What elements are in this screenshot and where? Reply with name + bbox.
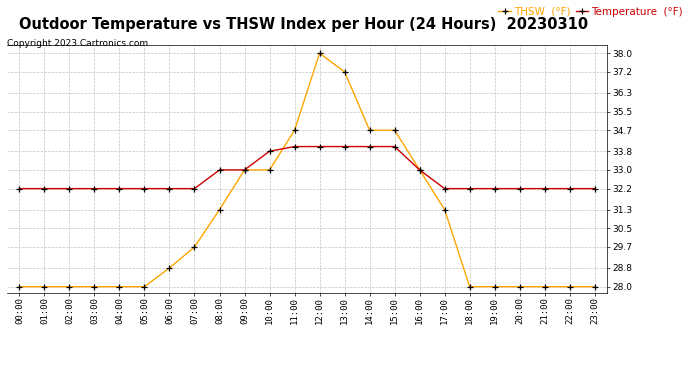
Temperature  (°F) bbox=[166, 186, 174, 191]
THSW  (°F) bbox=[266, 168, 274, 172]
Temperature  (°F) bbox=[440, 186, 449, 191]
THSW  (°F) bbox=[66, 284, 74, 289]
THSW  (°F) bbox=[515, 284, 524, 289]
Text: Copyright 2023 Cartronics.com: Copyright 2023 Cartronics.com bbox=[7, 39, 148, 48]
THSW  (°F) bbox=[415, 168, 424, 172]
THSW  (°F) bbox=[240, 168, 248, 172]
Temperature  (°F) bbox=[90, 186, 99, 191]
THSW  (°F) bbox=[315, 51, 324, 56]
Temperature  (°F) bbox=[190, 186, 199, 191]
Temperature  (°F) bbox=[240, 168, 248, 172]
THSW  (°F) bbox=[440, 207, 449, 212]
THSW  (°F) bbox=[115, 284, 124, 289]
Temperature  (°F) bbox=[290, 144, 299, 149]
THSW  (°F) bbox=[591, 284, 599, 289]
THSW  (°F) bbox=[15, 284, 23, 289]
Temperature  (°F) bbox=[366, 144, 374, 149]
THSW  (°F) bbox=[40, 284, 48, 289]
THSW  (°F) bbox=[540, 284, 549, 289]
Temperature  (°F) bbox=[266, 149, 274, 153]
Temperature  (°F) bbox=[591, 186, 599, 191]
Temperature  (°F) bbox=[215, 168, 224, 172]
THSW  (°F) bbox=[491, 284, 499, 289]
THSW  (°F) bbox=[190, 245, 199, 249]
THSW  (°F) bbox=[466, 284, 474, 289]
Temperature  (°F) bbox=[140, 186, 148, 191]
Legend: THSW  (°F), Temperature  (°F): THSW (°F), Temperature (°F) bbox=[498, 7, 683, 17]
Line: THSW  (°F): THSW (°F) bbox=[17, 50, 598, 290]
Temperature  (°F) bbox=[115, 186, 124, 191]
THSW  (°F) bbox=[566, 284, 574, 289]
Temperature  (°F) bbox=[315, 144, 324, 149]
Temperature  (°F) bbox=[540, 186, 549, 191]
THSW  (°F) bbox=[166, 266, 174, 270]
Temperature  (°F) bbox=[466, 186, 474, 191]
Temperature  (°F) bbox=[566, 186, 574, 191]
Temperature  (°F) bbox=[491, 186, 499, 191]
Temperature  (°F) bbox=[515, 186, 524, 191]
Text: Outdoor Temperature vs THSW Index per Hour (24 Hours)  20230310: Outdoor Temperature vs THSW Index per Ho… bbox=[19, 17, 588, 32]
THSW  (°F) bbox=[391, 128, 399, 132]
Temperature  (°F) bbox=[340, 144, 348, 149]
THSW  (°F) bbox=[90, 284, 99, 289]
THSW  (°F) bbox=[140, 284, 148, 289]
THSW  (°F) bbox=[340, 70, 348, 74]
Temperature  (°F) bbox=[415, 168, 424, 172]
Temperature  (°F) bbox=[66, 186, 74, 191]
Temperature  (°F) bbox=[40, 186, 48, 191]
Line: Temperature  (°F): Temperature (°F) bbox=[17, 144, 598, 191]
Temperature  (°F) bbox=[15, 186, 23, 191]
Temperature  (°F) bbox=[391, 144, 399, 149]
THSW  (°F) bbox=[215, 207, 224, 212]
THSW  (°F) bbox=[366, 128, 374, 132]
THSW  (°F) bbox=[290, 128, 299, 132]
